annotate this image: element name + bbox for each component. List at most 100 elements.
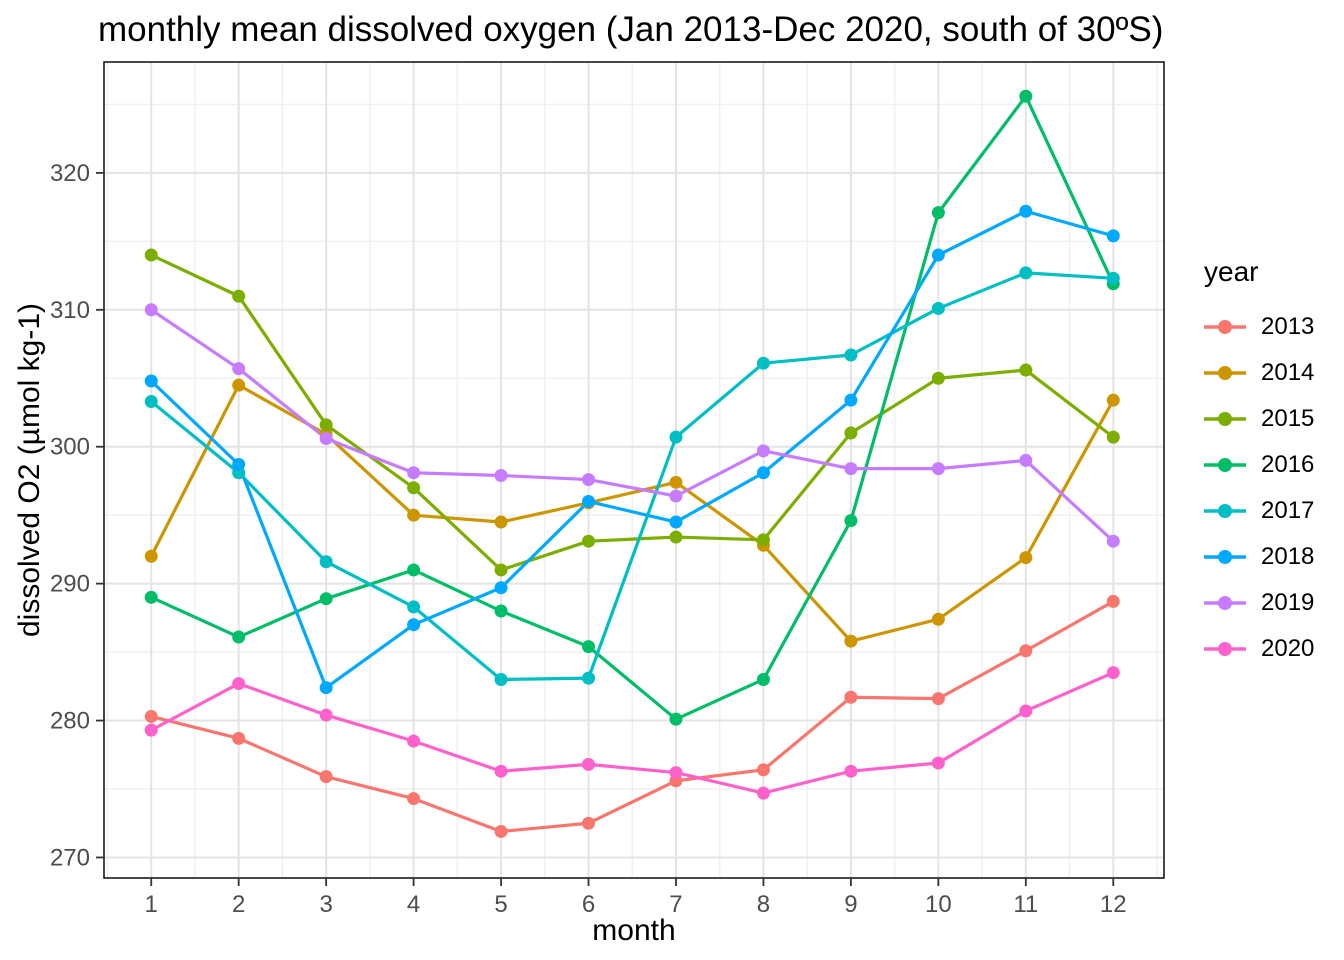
data-point-2013: [494, 824, 508, 838]
legend-item-2020: 2020: [1202, 626, 1314, 672]
y-tick-label: 270: [50, 844, 90, 871]
series-line-2013: [149, 599, 1115, 834]
data-point-2020: [1019, 704, 1033, 718]
data-point-2018: [494, 581, 508, 595]
legend-key-icon: [1204, 596, 1246, 610]
data-point-2014: [1106, 393, 1120, 407]
legend-key-dot: [1218, 366, 1232, 380]
data-point-2018: [144, 374, 158, 388]
data-point-2017: [1106, 271, 1120, 285]
data-point-2013: [582, 816, 596, 830]
data-point-2020: [931, 756, 945, 770]
legend-key-icon: [1204, 320, 1246, 334]
data-point-2018: [1106, 229, 1120, 243]
series-line-2017: [149, 271, 1115, 682]
panel-border: [103, 61, 1165, 879]
data-point-2018: [319, 681, 333, 695]
data-point-2015: [232, 289, 246, 303]
data-point-2014: [844, 634, 858, 648]
data-point-2016: [232, 630, 246, 644]
data-point-2013: [232, 731, 246, 745]
data-point-2013: [319, 770, 333, 784]
legend-item-2019: 2019: [1202, 580, 1314, 626]
data-point-2013: [756, 763, 770, 777]
x-tick-label: 6: [582, 891, 595, 918]
data-point-2017: [1019, 266, 1033, 280]
legend-key-icon: [1204, 504, 1246, 518]
data-point-2018: [756, 466, 770, 480]
data-point-2015: [756, 533, 770, 547]
legend-label: 2014: [1261, 359, 1315, 386]
x-tick-label: 11: [1013, 891, 1038, 918]
data-point-2016: [582, 640, 596, 654]
panel-background: [104, 62, 1164, 878]
data-point-2016: [756, 672, 770, 686]
data-point-2018: [1019, 204, 1033, 218]
data-point-2018: [669, 515, 683, 529]
data-point-2016: [931, 206, 945, 220]
data-point-2014: [669, 475, 683, 489]
legend-key-icon: [1204, 366, 1246, 380]
legend-key-dot: [1218, 550, 1232, 564]
x-tick-label: 3: [319, 891, 332, 918]
data-point-2017: [669, 430, 683, 444]
data-point-2020: [756, 786, 770, 800]
data-point-2019: [232, 362, 246, 376]
legend-label: 2016: [1261, 451, 1315, 478]
data-point-2014: [931, 612, 945, 626]
data-point-2017: [494, 672, 508, 686]
x-tick-label: 1: [145, 891, 158, 918]
data-point-2020: [319, 708, 333, 722]
legend-label: 2015: [1261, 405, 1315, 432]
x-tick-label: 7: [669, 891, 682, 918]
data-point-2020: [232, 677, 246, 691]
legend-label: 2019: [1261, 589, 1315, 616]
data-point-2014: [232, 378, 246, 392]
data-point-2019: [319, 432, 333, 446]
data-point-2015: [1106, 430, 1120, 444]
data-point-2018: [931, 248, 945, 262]
data-point-2016: [319, 592, 333, 606]
legend-key-icon: [1204, 458, 1246, 472]
y-tick-label: 280: [50, 708, 90, 735]
data-point-2016: [669, 712, 683, 726]
data-point-2013: [144, 709, 158, 723]
x-tick-label: 8: [757, 891, 770, 918]
data-point-2020: [407, 734, 421, 748]
data-point-2015: [1019, 363, 1033, 377]
data-point-2018: [232, 458, 246, 472]
data-point-2015: [669, 530, 683, 544]
data-point-2016: [494, 604, 508, 618]
data-point-2014: [407, 508, 421, 522]
chart-title: monthly mean dissolved oxygen (Jan 2013-…: [98, 10, 1164, 49]
data-point-2014: [494, 515, 508, 529]
data-point-2017: [844, 348, 858, 362]
y-tick-label: 310: [50, 297, 90, 324]
legend-item-2014: 2014: [1202, 350, 1314, 396]
legend-item-2018: 2018: [1202, 534, 1314, 580]
data-point-2019: [407, 466, 421, 480]
y-tick-label: 300: [50, 434, 90, 461]
legend-key-icon: [1204, 412, 1246, 426]
data-point-2015: [582, 534, 596, 548]
data-point-2019: [931, 462, 945, 476]
data-point-2020: [1106, 666, 1120, 680]
legend-label: 2018: [1261, 543, 1315, 570]
x-tick-label: 10: [925, 891, 952, 918]
x-tick-label: 4: [407, 891, 420, 918]
data-point-2020: [582, 757, 596, 771]
x-axis-title: month: [592, 914, 676, 947]
data-point-2013: [1106, 594, 1120, 608]
data-point-2016: [844, 514, 858, 528]
data-point-2017: [144, 395, 158, 409]
data-point-2013: [931, 692, 945, 706]
data-point-2019: [1106, 534, 1120, 548]
data-point-2020: [494, 764, 508, 778]
data-point-2018: [407, 618, 421, 632]
data-point-2019: [1019, 453, 1033, 467]
y-axis-title: dissolved O2 (µmol kg-1): [13, 302, 46, 638]
data-point-2017: [582, 671, 596, 685]
legend-item-2017: 2017: [1202, 488, 1314, 534]
legend-items: 2013 2014 2015 2016 2017 2018 2019 2020: [1202, 304, 1314, 672]
